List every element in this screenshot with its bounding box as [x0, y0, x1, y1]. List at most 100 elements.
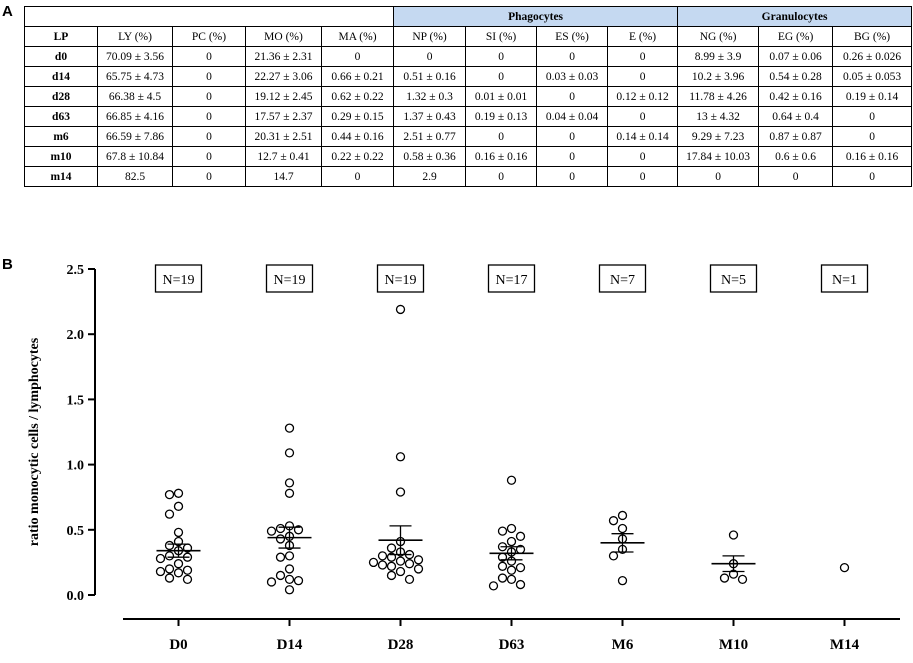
data-point [608, 516, 619, 526]
table-cell: 0 [172, 166, 246, 187]
table-row: d0 70.09 ± 3.56 0 21.36 ± 2.31 0 0 0 0 0 8.99 ± 3… [24, 46, 913, 67]
data-point [839, 562, 850, 573]
data-point [617, 510, 628, 521]
data-point [497, 526, 508, 536]
column-header: LY (%) [97, 26, 173, 47]
group-header-granulocytes: Granulocytes [677, 6, 913, 27]
table-row: d63 66.85 ± 4.16 0 17.57 ± 2.37 0.29 ± 0.15 1… [24, 106, 913, 127]
table-cell: 0.07 ± 0.06 [758, 46, 834, 67]
column-header: ES (%) [536, 26, 609, 47]
data-point [284, 564, 295, 574]
table-cell: 0 [172, 126, 246, 147]
table-row: d14 65.75 ± 4.73 0 22.27 ± 3.06 0.66 ± 0.21 0… [24, 66, 913, 87]
column-header: SI (%) [465, 26, 538, 47]
column-header: BG (%) [832, 26, 913, 47]
table-cell: 0.62 ± 0.22 [320, 86, 395, 107]
table-cell: 0.54 ± 0.28 [758, 66, 834, 87]
table-cell: 0.01 ± 0.01 [465, 86, 538, 107]
column-header: MO (%) [245, 26, 322, 47]
table-cell: 0.58 ± 0.36 [393, 146, 467, 167]
x-tick-label: M14 [830, 637, 860, 653]
data-point [506, 475, 517, 485]
table-cell: 8.99 ± 3.9 [677, 46, 760, 67]
data-point [155, 553, 166, 564]
data-point [737, 574, 748, 585]
row-label: d28 [24, 86, 98, 107]
column-header: EG (%) [758, 26, 834, 47]
n-count-box [487, 264, 536, 293]
table-cell: 66.59 ± 7.86 [97, 126, 173, 147]
table-cell: 0 [832, 126, 913, 147]
n-count-label: N=7 [610, 273, 635, 288]
table-cell: 0 [832, 166, 913, 187]
table-cell: 0 [172, 66, 246, 87]
table-cell: 0 [465, 126, 538, 147]
table-cell: 20.31 ± 2.51 [245, 126, 322, 147]
data-point [275, 552, 286, 562]
table-row: m14 82.5 0 14.7 0 2.9 0 0 0 0 0 0 [24, 166, 913, 187]
x-tick-label: D14 [277, 637, 303, 653]
table-cell: 0.87 ± 0.87 [758, 126, 834, 147]
data-point [506, 574, 517, 585]
table-cell: 21.36 ± 2.31 [245, 46, 322, 67]
table-cell: 0 [536, 126, 609, 147]
table-cell: 19.12 ± 2.45 [245, 86, 322, 107]
data-point [617, 576, 628, 586]
table-row: m10 67.8 ± 10.84 0 12.7 ± 0.41 0.22 ± 0.22 0.… [24, 146, 913, 167]
table-cell: 10.2 ± 3.96 [677, 66, 760, 87]
column-header: MA (%) [320, 26, 395, 47]
row-label: m14 [24, 166, 98, 187]
column-header: PC (%) [172, 26, 246, 47]
table-cell: 0.66 ± 0.21 [320, 66, 395, 87]
row-label: d14 [24, 66, 98, 87]
data-point [377, 560, 388, 570]
table-cell: 0 [677, 166, 760, 187]
data-point [284, 478, 295, 488]
table-cell: 11.78 ± 4.26 [677, 86, 760, 107]
data-point [173, 559, 184, 569]
data-point [164, 509, 175, 519]
n-count-label: N=19 [384, 273, 416, 288]
table-cell: 0 [393, 46, 467, 67]
table-cell: 0 [607, 66, 679, 87]
table-cell: 0.19 ± 0.13 [465, 106, 538, 127]
panel-b-label: B [2, 256, 13, 273]
data-point [293, 576, 304, 586]
y-tick-label: 2.5 [67, 263, 85, 278]
data-point [497, 573, 508, 583]
x-tick-label: D63 [499, 637, 525, 653]
table-cell: 0.04 ± 0.04 [536, 106, 609, 127]
table-cell: 67.8 ± 10.84 [97, 146, 173, 167]
table-cell: 66.85 ± 4.16 [97, 106, 173, 127]
table-cell: 0.51 ± 0.16 [393, 66, 467, 87]
table-cell: 0 [536, 46, 609, 67]
table-cell: 66.38 ± 4.5 [97, 86, 173, 107]
data-point [377, 551, 388, 561]
n-count-label: N=5 [721, 273, 746, 288]
data-point [275, 534, 286, 544]
x-tick-label: D0 [169, 637, 187, 653]
n-count-box [376, 264, 425, 293]
row-label: d63 [24, 106, 98, 127]
table-cell: 0 [172, 106, 246, 127]
x-tick-label: M10 [719, 637, 748, 653]
n-count-label: N=1 [832, 273, 857, 288]
data-point [413, 555, 424, 565]
data-point [284, 448, 295, 458]
table-cell: 1.32 ± 0.3 [393, 86, 467, 107]
column-header: LP [24, 26, 98, 47]
data-point [164, 489, 175, 500]
table-cell: 0 [607, 146, 679, 167]
table-cell: 0 [465, 166, 538, 187]
table-cell: 0 [536, 166, 609, 187]
table-cell: 0.12 ± 0.12 [607, 86, 679, 107]
table-cell: 0.42 ± 0.16 [758, 86, 834, 107]
x-tick-label: D28 [388, 637, 414, 653]
table-cell: 17.57 ± 2.37 [245, 106, 322, 127]
data-point [404, 559, 415, 569]
table-cell: 0.26 ± 0.026 [832, 46, 913, 67]
table-cell: 9.29 ± 7.23 [677, 126, 760, 147]
table-cell: 0.29 ± 0.15 [320, 106, 395, 127]
data-point [173, 527, 184, 538]
data-point [173, 488, 184, 498]
